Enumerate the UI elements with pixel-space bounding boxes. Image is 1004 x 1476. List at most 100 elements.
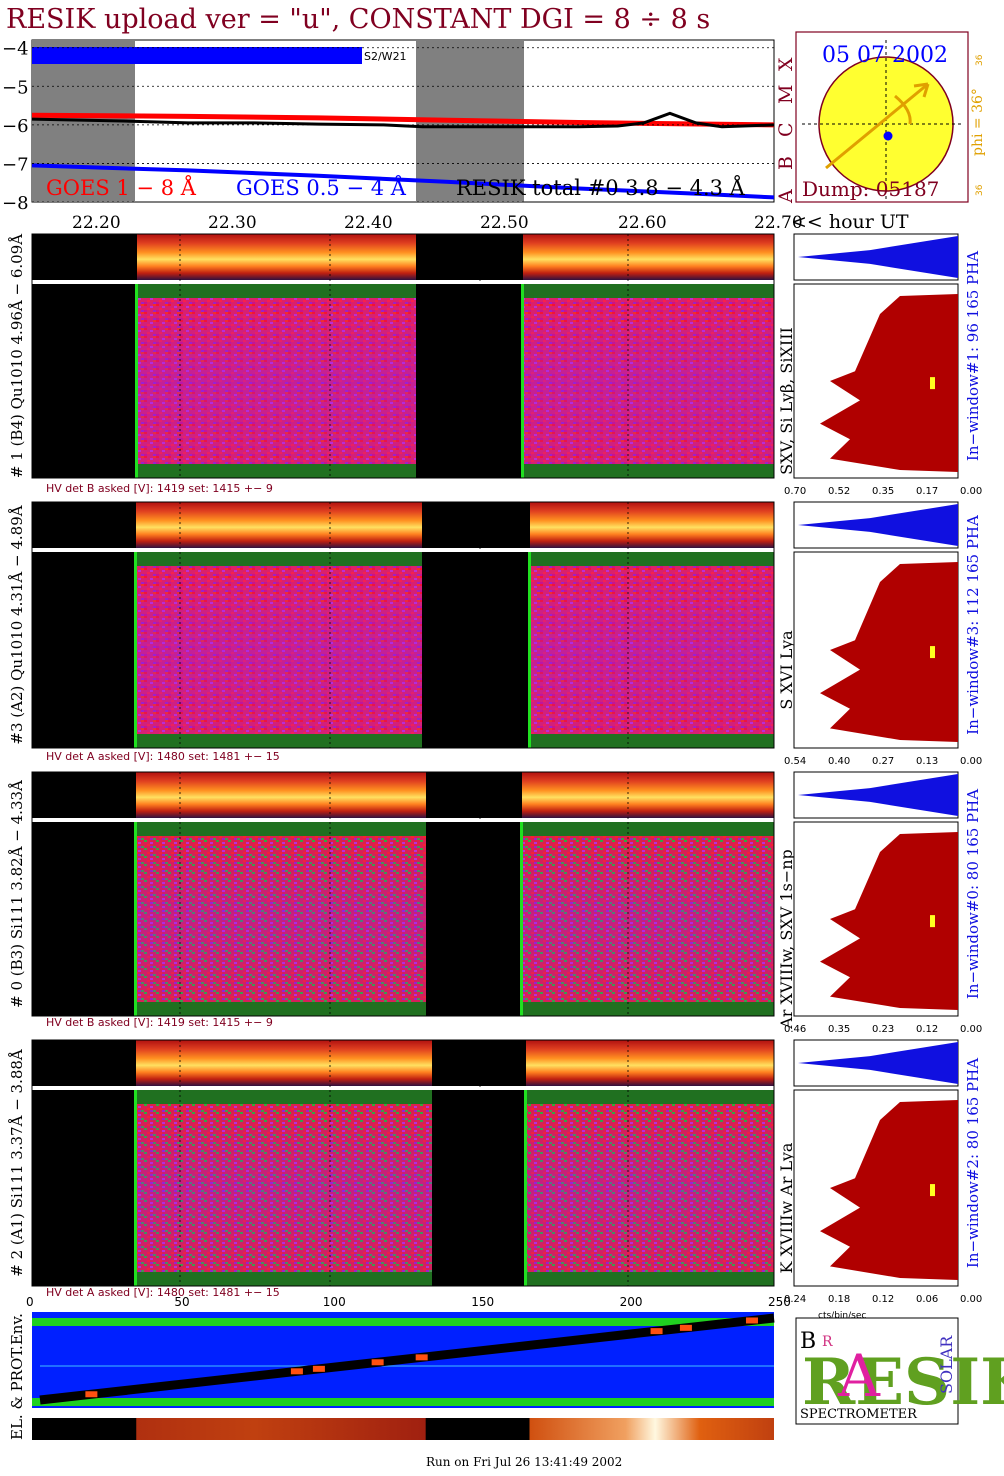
- image-gap: [32, 552, 136, 748]
- channel-tick-label: 0: [26, 1295, 34, 1309]
- gap-edge: [134, 1090, 137, 1286]
- logo-r: R: [822, 1334, 833, 1350]
- hist-tick-label: 0.12: [872, 1294, 894, 1305]
- figure-title: RESIK upload ver = "u", CONSTANT DGI = 8…: [6, 4, 710, 35]
- spectral-line-label: S XVI Lya: [777, 630, 796, 710]
- hist-marker: [930, 646, 935, 659]
- spectrogram-bottom-edge: [32, 464, 774, 478]
- gap-edge: [135, 284, 138, 478]
- band-spectrogram: [32, 772, 774, 818]
- channel-tick-label: 150: [471, 1295, 494, 1309]
- spectrogram-haze: [32, 284, 774, 478]
- sun-position-panel: 05 07 2002 Dump: 05187 phi = 36° 36 36: [795, 31, 986, 203]
- pha-histogram: [798, 236, 958, 278]
- gap-edge: [528, 552, 531, 748]
- spectrogram-panels: # 1 (B4) Qu1010 4.96Å − 6.09Å SXV, Si Lyβ…: [8, 233, 982, 1305]
- env-marker: [290, 1368, 303, 1375]
- series-line-1: [31, 163, 775, 200]
- hist-tick-label: 0.70: [784, 486, 806, 497]
- hist-marker: [930, 377, 935, 390]
- hv-status: HV det A asked [V]: 1480 set: 1481 +− 15: [46, 750, 280, 763]
- env-marker: [415, 1354, 428, 1361]
- env-marker: [679, 1324, 692, 1331]
- channel-tick-label: 100: [323, 1295, 346, 1309]
- logo-spectrometer: SPECTROMETER: [800, 1407, 918, 1422]
- gap-edge: [134, 552, 137, 748]
- logo-solar: SOLAR: [937, 1335, 956, 1394]
- y-tick-label: −6: [2, 116, 29, 137]
- band-gap: [432, 1040, 526, 1086]
- env-marker: [85, 1391, 98, 1398]
- legend-entry: GOES 0.5 − 4 Å: [236, 175, 407, 200]
- panel-side-label: #3 (A2) Qu1010 4.31Å − 4.89Å: [8, 505, 26, 744]
- panel-side-label: # 1 (B4) Qu1010 4.96Å − 6.09Å: [8, 234, 26, 478]
- panel-side-label: # 0 (B3) Si111 3.82Å − 4.33Å: [8, 780, 26, 1008]
- band-gap: [422, 502, 530, 548]
- phi-small-top: 36: [975, 54, 985, 66]
- y-tick-label: −5: [2, 77, 29, 98]
- phi-arc: [894, 94, 912, 125]
- spectral-line-label: SXV, Si Lyβ, SiXIII: [777, 327, 796, 475]
- hist-tick-label: 0.06: [916, 1294, 938, 1305]
- hist-unit-label: cts/bin/sec: [818, 1311, 866, 1321]
- hist-tick-label: 0.52: [828, 486, 850, 497]
- hist-tick-label: 0.35: [872, 486, 894, 497]
- image-gap: [32, 284, 137, 478]
- panel-side-label: # 2 (A1) Si111 3.37Å − 3.88Å: [8, 1049, 26, 1277]
- y-tick-label: −7: [2, 154, 29, 175]
- channel-tick-label: 250: [768, 1295, 791, 1309]
- goes-lightcurve-chart: S2/W21 −4 −5 −6 −7 −8 GOES 1 − 8 Å GOES 0.5 −…: [2, 39, 775, 214]
- logo-text: RESIK: [802, 1345, 1004, 1420]
- goes-class-labels: A B C MX: [775, 57, 797, 204]
- hist-tick-label: 0.00: [960, 1294, 982, 1305]
- resik-logo: RESIK B R A SOLAR SPECTROMETER: [795, 1317, 1004, 1425]
- hist-tick-label: 0.00: [960, 486, 982, 497]
- hist-tick-label: 0.13: [916, 756, 938, 767]
- phi-label: phi = 36°: [970, 88, 986, 156]
- y-tick-label: −8: [2, 193, 29, 214]
- goes-class-x: X: [775, 57, 797, 71]
- image-gap: [32, 822, 136, 1016]
- image-gap: [416, 284, 523, 478]
- gap-edge: [134, 822, 137, 1016]
- panel-p1: # 1 (B4) Qu1010 4.96Å − 6.09Å SXV, Si Lyβ…: [8, 233, 982, 497]
- band-gap: [32, 502, 136, 548]
- in-window-label: In−window#2: 80 165 PHA: [964, 1058, 982, 1268]
- spectrogram-haze: [32, 822, 774, 1016]
- time-tick-label: 22.30: [208, 213, 257, 233]
- series-group: [31, 111, 775, 200]
- spectrogram-top-edge: [32, 1090, 774, 1104]
- env-marker: [312, 1365, 325, 1372]
- hist-tick-label: 0.24: [784, 1294, 806, 1305]
- env-band-top: [32, 1318, 774, 1326]
- logo-frame: [795, 1317, 959, 1425]
- hist-tick-label: 0.17: [916, 486, 938, 497]
- pha-histogram: [798, 1042, 958, 1084]
- hv-status: HV det A asked [V]: 1480 set: 1481 +− 15: [46, 1286, 280, 1299]
- panel-p2: # 2 (A1) Si111 3.37Å − 3.88Å K XVIIIw Ar …: [8, 1039, 982, 1305]
- pha-histogram: [798, 504, 958, 546]
- hist-tick-label: 0.00: [960, 756, 982, 767]
- s2w-label: S2/W21: [364, 50, 407, 63]
- in-window-label: In−window#1: 96 165 PHA: [964, 251, 982, 461]
- goes-class-b: B: [775, 156, 797, 170]
- intensity-strip: [32, 1418, 774, 1440]
- spectral-line-label: K XVIIIw Ar Lya: [777, 1142, 796, 1273]
- band-gap: [426, 772, 522, 818]
- image-gap: [422, 552, 530, 748]
- panel-frame: [31, 1039, 775, 1287]
- count-histogram: [820, 294, 958, 472]
- hist-tick-label: 0.00: [960, 1024, 982, 1035]
- spectrogram-top-edge: [32, 822, 774, 836]
- hist-tick-label: 0.12: [916, 1024, 938, 1035]
- time-tick-label: 22.70: [754, 213, 803, 233]
- band-gap: [32, 772, 136, 818]
- logo-b: B: [800, 1329, 816, 1354]
- env-markers: [85, 1317, 758, 1398]
- spectrogram-bottom-edge: [32, 1272, 774, 1286]
- sun-direction-arrow: [825, 82, 929, 170]
- channel-tick-label: 200: [620, 1295, 643, 1309]
- hist-marker: [930, 1184, 935, 1197]
- env-marker: [650, 1328, 663, 1335]
- goes-class-a: A: [775, 189, 797, 204]
